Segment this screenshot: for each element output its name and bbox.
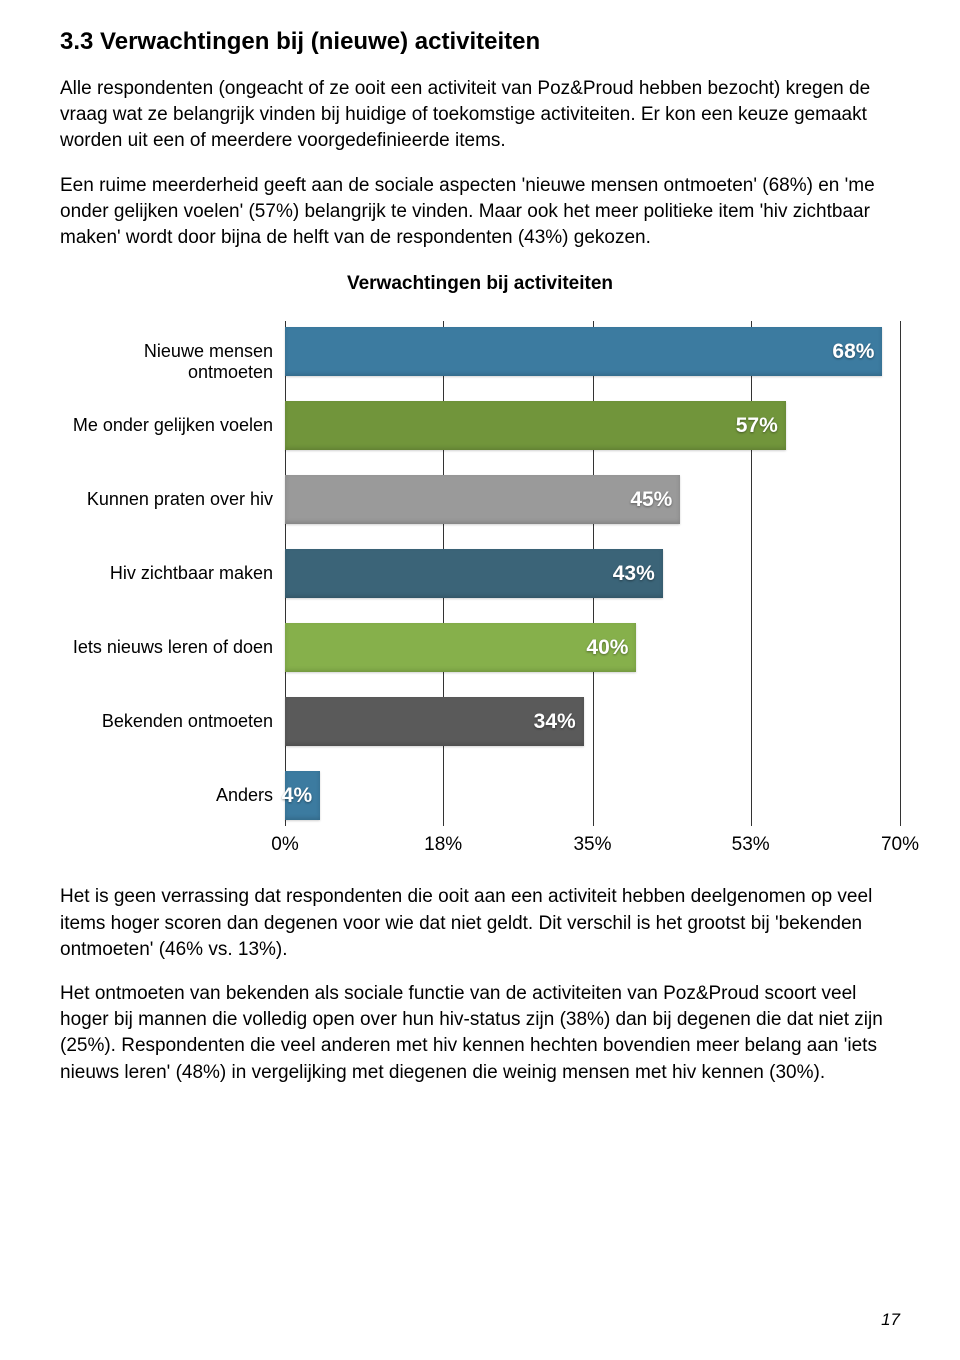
- chart-bar: 34%: [285, 697, 584, 746]
- chart-x-tick-label: 53%: [732, 834, 770, 856]
- chart-bar-value-label: 68%: [832, 340, 874, 364]
- intro-paragraph-2: Een ruime meerderheid geeft aan de socia…: [60, 173, 900, 252]
- chart-x-tick-label: 35%: [573, 834, 611, 856]
- chart-category-label: Iets nieuws leren of doen: [60, 637, 285, 659]
- chart-category-label: Nieuwe mensen ontmoeten: [60, 341, 285, 384]
- chart-category-label: Hiv zichtbaar maken: [60, 563, 285, 585]
- chart-category-label: Me onder gelijken voelen: [60, 415, 285, 437]
- body-paragraph-3: Het is geen verrassing dat respondenten …: [60, 884, 900, 963]
- chart-bar: 4%: [285, 771, 320, 820]
- chart-bar: 57%: [285, 401, 786, 450]
- chart-bar-value-label: 45%: [630, 488, 672, 512]
- chart-bar: 40%: [285, 623, 636, 672]
- chart-x-tick-label: 70%: [881, 834, 919, 856]
- chart-gridline: [751, 321, 752, 826]
- bar-chart: 0%18%35%53%70%Nieuwe mensen ontmoeten68%…: [60, 321, 900, 866]
- chart-category-label: Bekenden ontmoeten: [60, 711, 285, 733]
- chart-bar-value-label: 43%: [613, 562, 655, 586]
- chart-gridline: [900, 321, 901, 826]
- page-number: 17: [881, 1310, 900, 1330]
- chart-x-tick-label: 0%: [271, 834, 298, 856]
- chart-bar-value-label: 34%: [534, 710, 576, 734]
- chart-title: Verwachtingen bij activiteiten: [60, 273, 900, 295]
- body-paragraph-4: Het ontmoeten van bekenden als sociale f…: [60, 981, 900, 1086]
- chart-bar-value-label: 57%: [736, 414, 778, 438]
- chart-bar-value-label: 4%: [282, 784, 312, 808]
- chart-category-label: Kunnen praten over hiv: [60, 489, 285, 511]
- chart-bar: 68%: [285, 327, 882, 376]
- intro-paragraph-1: Alle respondenten (ongeacht of ze ooit e…: [60, 76, 900, 155]
- chart-category-label: Anders: [60, 785, 285, 807]
- chart-x-tick-label: 18%: [424, 834, 462, 856]
- chart-bar: 43%: [285, 549, 663, 598]
- section-heading: 3.3 Verwachtingen bij (nieuwe) activitei…: [60, 28, 900, 56]
- chart-bar: 45%: [285, 475, 680, 524]
- chart-bar-value-label: 40%: [586, 636, 628, 660]
